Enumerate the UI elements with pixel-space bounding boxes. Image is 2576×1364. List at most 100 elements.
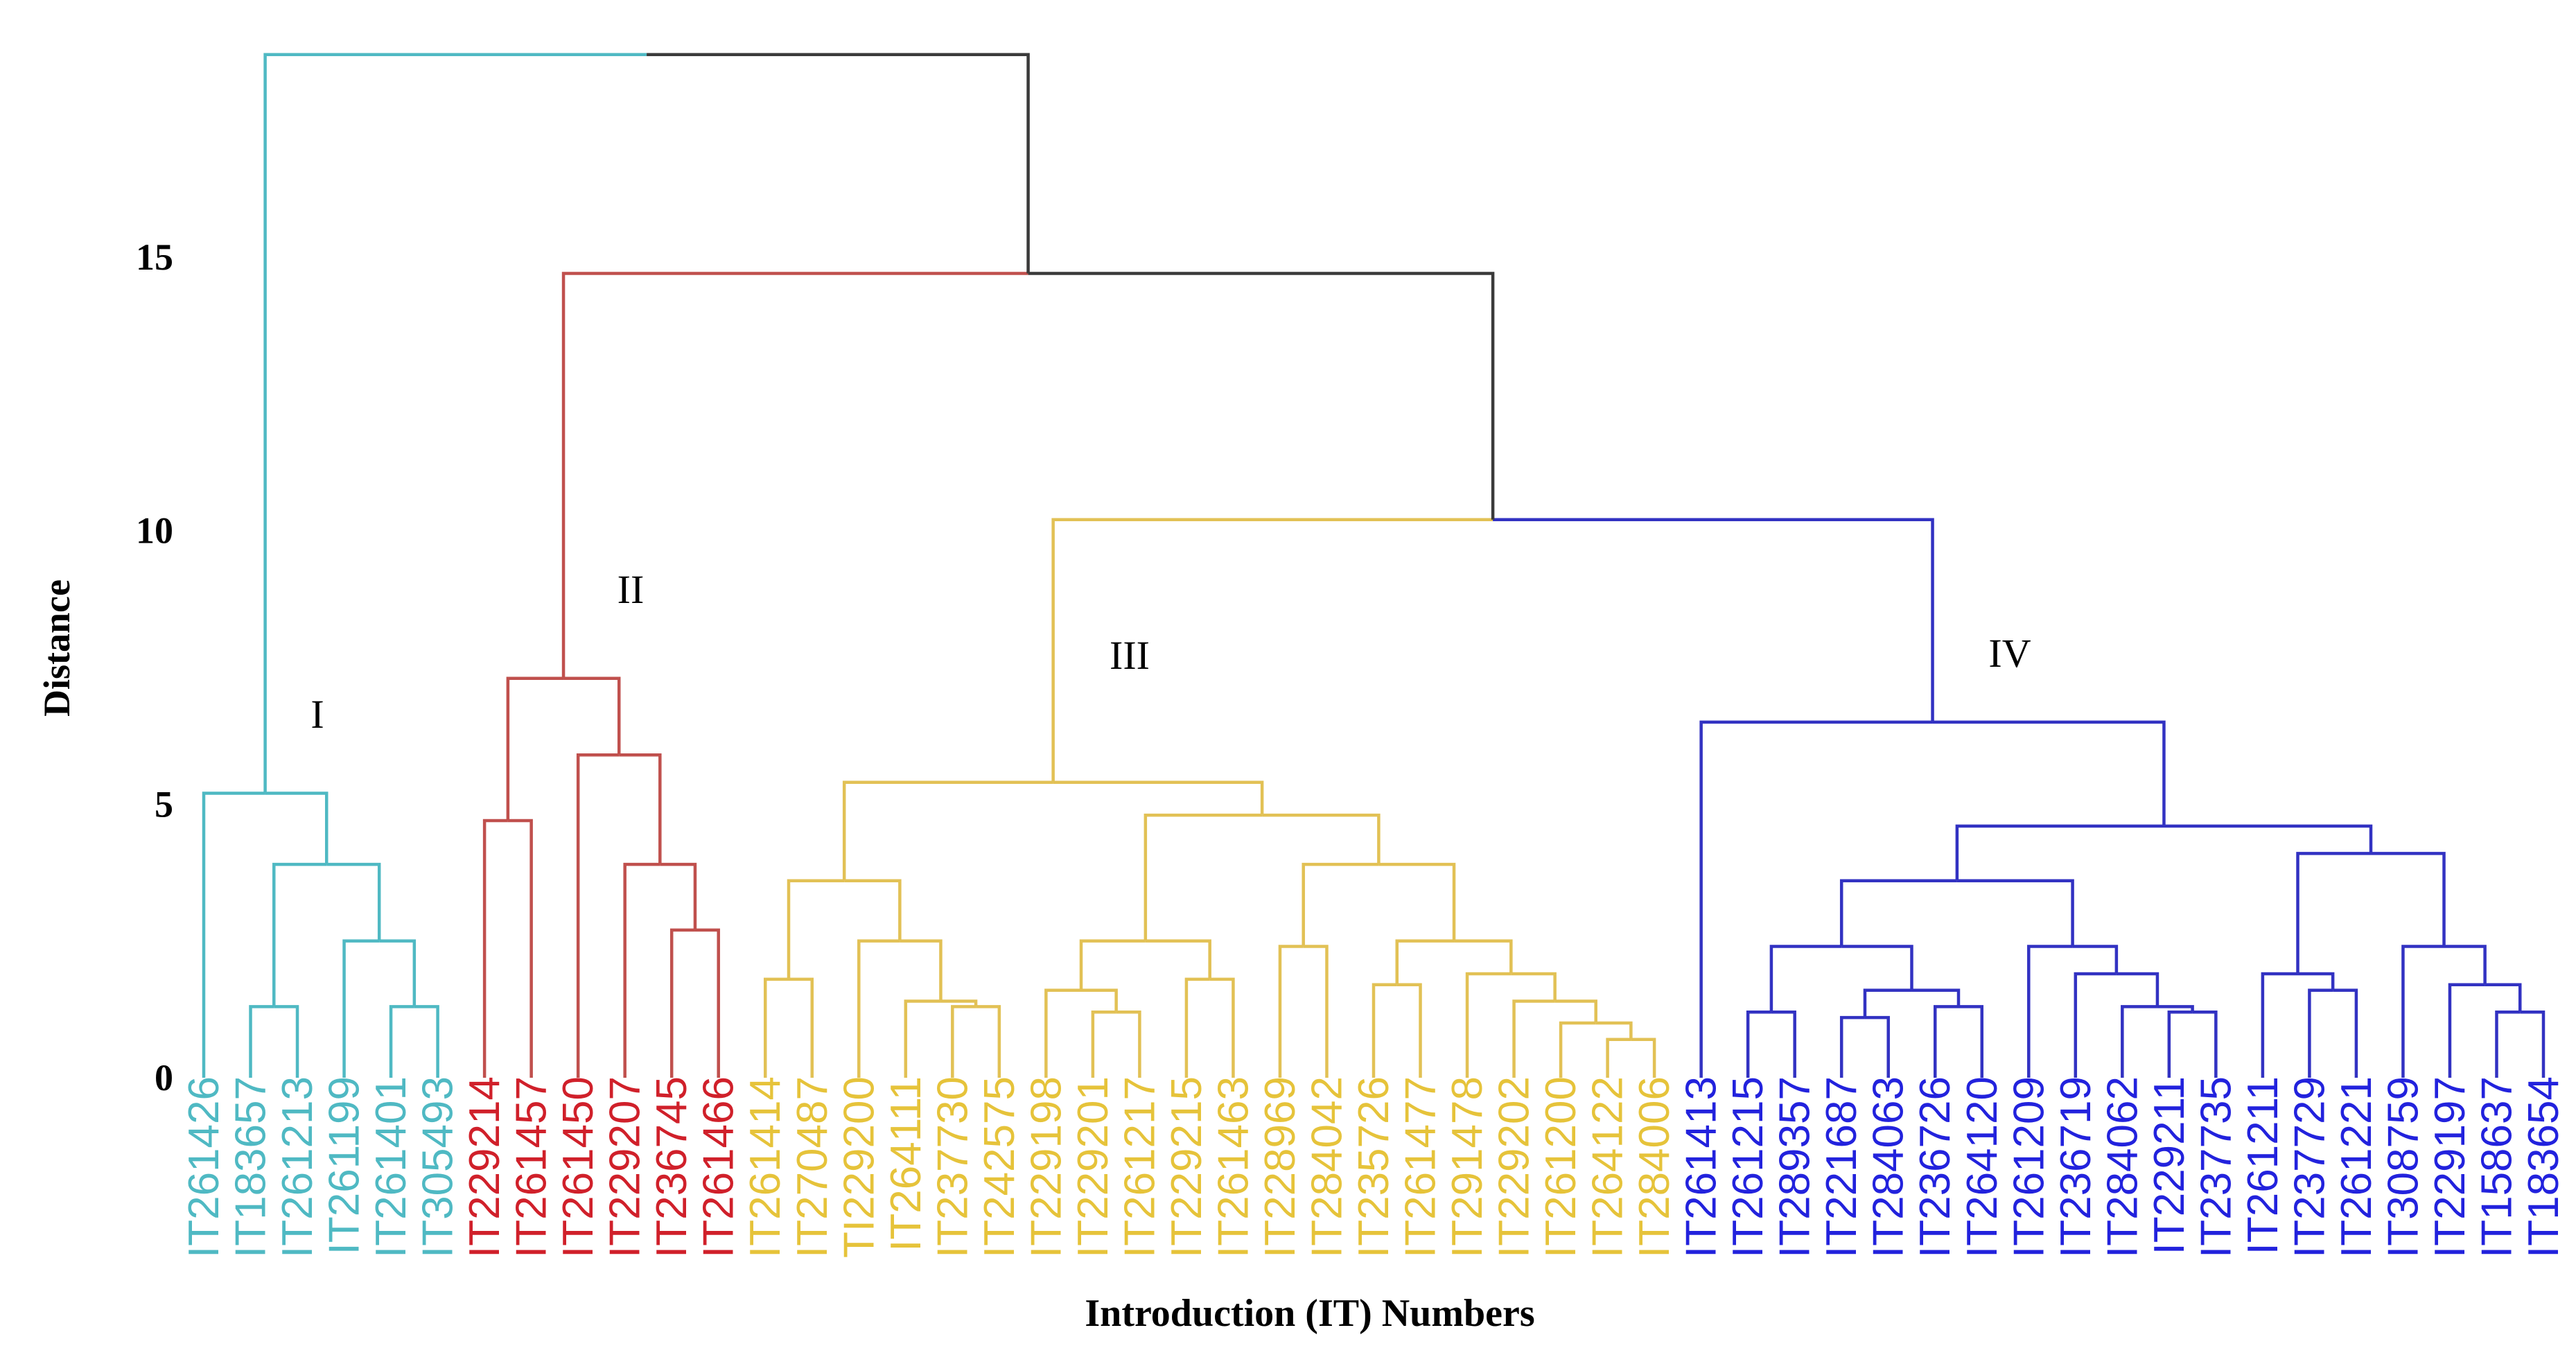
leaf-label: IT261209 (2005, 1076, 2053, 1258)
dendrogram-branch (660, 862, 697, 930)
leaf-label: IT229211 (2146, 1076, 2193, 1254)
y-axis-ticks: 0 5 10 15 (136, 236, 173, 1099)
dendrogram-branch (623, 862, 660, 1078)
dendrogram-branch (1028, 272, 1495, 520)
dendrogram-branch (1631, 1038, 1656, 1078)
leaf-label: IT261414 (742, 1076, 789, 1258)
dendrogram-branch (1081, 988, 1118, 1013)
dendrogram-branch (1302, 862, 1379, 947)
dendrogram-branch (1559, 1021, 1596, 1078)
y-tick-label: 15 (136, 236, 173, 278)
leaf-label: IT261211 (2239, 1076, 2287, 1254)
leaf-label: IT308759 (2379, 1076, 2427, 1258)
leaf-label: IT229198 (1022, 1076, 1070, 1258)
dendrogram-branch (2157, 1005, 2194, 1013)
dendrogram-branch (2308, 988, 2333, 1078)
leaf-label: IT242575 (976, 1076, 1024, 1258)
leaf-label: IT289357 (1771, 1076, 1819, 1258)
leaf-label: IT158637 (2473, 1076, 2521, 1258)
leaf-label: IT235726 (1350, 1076, 1398, 1258)
dendrogram-branch (2371, 852, 2446, 947)
dendrogram-branch (1746, 1011, 1771, 1078)
leaf-label: IT264122 (1584, 1076, 1632, 1258)
dendrogram-branch (1606, 1038, 1631, 1078)
dendrogram-branch (1864, 1015, 1890, 1078)
dendrogram-branch (976, 1005, 1001, 1078)
leaf-label: IT284006 (1631, 1076, 1679, 1258)
leaf-label: IT261221 (2333, 1076, 2381, 1258)
dendrogram-branch (1839, 879, 1957, 947)
dendrogram-branches (202, 53, 2546, 1078)
cluster-label: III (1110, 633, 1150, 678)
leaf-label: IT264120 (1959, 1076, 2006, 1258)
dendrogram-branch (647, 53, 1030, 274)
leaf-label: IT261463 (1209, 1076, 1257, 1258)
dendrogram-branch (1839, 1015, 1865, 1078)
dendrogram-branch (2261, 972, 2298, 1078)
leaf-label: IT183654 (2520, 1076, 2568, 1258)
dendrogram-branch (249, 1005, 274, 1078)
dendrogram-branch (619, 753, 662, 865)
leaf-label: IT221687 (1818, 1076, 1866, 1258)
dendrogram-branch (1769, 945, 1842, 1013)
leaf-label: IT261401 (367, 1076, 415, 1258)
leaf-label: IT261199 (321, 1076, 369, 1254)
dendrogram-branch (265, 792, 328, 865)
dendrogram-branch (561, 272, 1028, 679)
dendrogram-branch (1863, 988, 1912, 1018)
dendrogram-branch (1911, 988, 1961, 1007)
leaf-label: IT305493 (414, 1076, 462, 1258)
dendrogram-branch (940, 999, 978, 1007)
x-axis-title: Introduction (IT) Numbers (1085, 1292, 1534, 1335)
leaf-label: IT229214 (461, 1076, 509, 1258)
cluster-label: IV (1988, 631, 2031, 676)
leaf-label: IT261213 (274, 1076, 322, 1258)
dendrogram-branch (272, 862, 327, 1007)
dendrogram-branch (1145, 939, 1211, 979)
dendrogram-branch (2164, 824, 2373, 854)
dendrogram-branch (1841, 945, 1913, 990)
dendrogram-branch (507, 819, 533, 1078)
cluster-label: I (310, 692, 324, 737)
dendrogram-branch (1091, 1011, 1116, 1078)
leaf-labels: IT261426IT183657IT261213IT261199IT261401… (180, 1076, 2568, 1258)
dendrogram-branch (1932, 720, 2166, 826)
dendrogram-branch (2495, 1011, 2521, 1078)
dendrogram-branch (506, 676, 564, 821)
dendrogram-branch (326, 862, 381, 941)
y-tick-label: 10 (136, 510, 173, 552)
dendrogram-branch (857, 939, 900, 1078)
leaf-label: IT229202 (1491, 1076, 1539, 1258)
leaf-label: IT261426 (180, 1076, 228, 1258)
dendrogram-branch (2167, 1011, 2193, 1078)
dendrogram-branch (1955, 824, 2164, 881)
dendrogram-branch (1116, 1011, 1141, 1078)
dendrogram-branch (2333, 988, 2358, 1078)
dendrogram-branch (1303, 945, 1329, 1078)
dendrogram-branch (951, 1005, 976, 1078)
leaf-label: IT183657 (227, 1076, 275, 1258)
leaf-label: IT237730 (929, 1076, 976, 1258)
dendrogram-branch (2520, 1011, 2546, 1078)
leaf-label: IT261200 (1537, 1076, 1585, 1258)
dendrogram-branch (1595, 1021, 1633, 1040)
dendrogram-branch (2485, 983, 2522, 1013)
leaf-label: IT261450 (554, 1076, 602, 1258)
leaf-label: IT264111 (882, 1076, 930, 1252)
dendrogram-branch (1493, 518, 1934, 722)
dendrogram-branch (202, 792, 265, 1078)
dendrogram-branch (1395, 939, 1455, 985)
dendrogram-branch (694, 928, 720, 1078)
leaf-label: IT261215 (1724, 1076, 1772, 1258)
leaf-label: IT270487 (789, 1076, 836, 1258)
leaf-label: IT261457 (508, 1076, 556, 1258)
dendrogram-branch (1465, 972, 1512, 1078)
leaf-label: IT229201 (1069, 1076, 1117, 1258)
dendrogram-branch (414, 1005, 439, 1078)
dendrogram-branch (1959, 1005, 1984, 1078)
cluster-label: II (617, 567, 645, 612)
dendrogram-branch (342, 939, 380, 1078)
y-axis-label: Distance (36, 579, 78, 717)
dendrogram-branch (2192, 1011, 2218, 1078)
